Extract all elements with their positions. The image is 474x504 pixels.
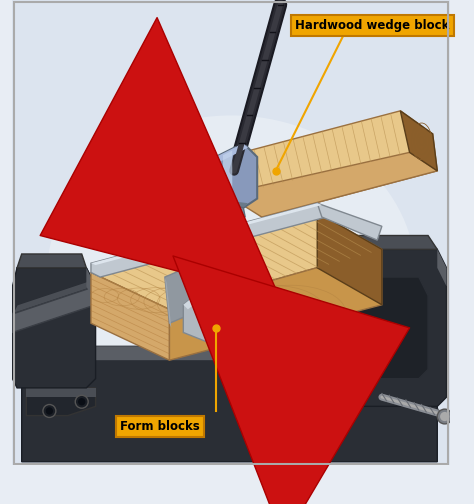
Polygon shape xyxy=(31,346,419,360)
Polygon shape xyxy=(31,346,419,360)
Polygon shape xyxy=(170,249,382,360)
Polygon shape xyxy=(206,199,248,208)
Polygon shape xyxy=(317,235,438,249)
Polygon shape xyxy=(225,111,438,217)
Polygon shape xyxy=(12,277,100,314)
Polygon shape xyxy=(22,360,438,462)
Text: Hardwood wedge block: Hardwood wedge block xyxy=(295,19,450,32)
Polygon shape xyxy=(91,203,322,265)
Polygon shape xyxy=(401,111,438,171)
Circle shape xyxy=(440,412,449,421)
Polygon shape xyxy=(91,273,170,360)
Polygon shape xyxy=(91,203,327,277)
Polygon shape xyxy=(183,286,220,342)
Polygon shape xyxy=(27,388,96,397)
Circle shape xyxy=(438,409,452,424)
Polygon shape xyxy=(27,388,96,416)
Circle shape xyxy=(78,398,85,405)
Polygon shape xyxy=(438,249,447,286)
Polygon shape xyxy=(12,268,96,388)
Polygon shape xyxy=(86,268,96,305)
Polygon shape xyxy=(12,268,96,323)
Polygon shape xyxy=(317,203,382,240)
Polygon shape xyxy=(206,143,257,208)
Polygon shape xyxy=(91,212,382,309)
Polygon shape xyxy=(327,249,336,406)
Polygon shape xyxy=(317,212,382,305)
Polygon shape xyxy=(183,286,211,309)
Polygon shape xyxy=(327,277,428,379)
Polygon shape xyxy=(206,162,211,203)
Circle shape xyxy=(43,405,56,417)
Polygon shape xyxy=(12,286,96,333)
Text: Form blocks: Form blocks xyxy=(120,420,200,433)
Polygon shape xyxy=(317,249,447,406)
Circle shape xyxy=(75,395,88,408)
Ellipse shape xyxy=(221,224,241,234)
Circle shape xyxy=(46,407,53,415)
Polygon shape xyxy=(220,208,243,231)
Polygon shape xyxy=(165,277,171,328)
Polygon shape xyxy=(206,199,245,217)
Polygon shape xyxy=(165,263,202,323)
Ellipse shape xyxy=(46,115,416,438)
Polygon shape xyxy=(223,151,232,205)
Polygon shape xyxy=(206,143,248,166)
Polygon shape xyxy=(225,152,438,217)
Polygon shape xyxy=(17,254,86,268)
